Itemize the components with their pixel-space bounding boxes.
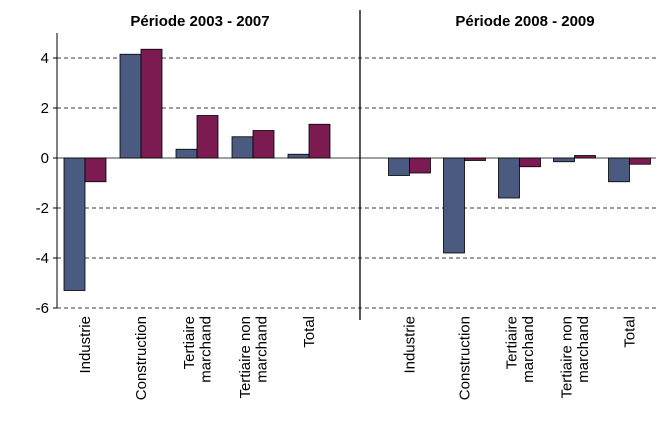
x-tick-label: Total [622, 316, 639, 348]
bar [443, 157, 465, 254]
y-tick-label: -6 [36, 300, 49, 317]
bar [252, 130, 275, 159]
x-tick-label: Construction [457, 316, 474, 400]
x-tick-label: Construction [133, 316, 150, 400]
y-tick-label: -4 [36, 250, 49, 267]
x-tick-label: Tertiaire nonmarchand [237, 316, 271, 399]
bar [629, 157, 651, 165]
bar [119, 53, 142, 159]
bar [287, 153, 310, 159]
bar [308, 123, 331, 159]
bar [409, 157, 431, 174]
y-tick-label: 2 [41, 100, 49, 117]
x-tick-label: Industrie [77, 316, 94, 374]
y-tick-label: 4 [41, 50, 49, 67]
x-tick-label: Tertiaire nonmarchand [558, 316, 592, 399]
y-tick-label: -2 [36, 200, 49, 217]
bar [63, 157, 86, 291]
bar [608, 157, 630, 183]
bar [553, 157, 575, 163]
panel-title: Période 2003 - 2007 [130, 13, 269, 30]
x-tick-label: Tertiairemarchand [181, 316, 215, 383]
x-tick-label: Industrie [402, 316, 419, 374]
bar [84, 157, 107, 183]
bar [519, 157, 541, 168]
bar [196, 115, 219, 159]
bar [140, 48, 163, 159]
bar [498, 157, 520, 199]
bar [175, 148, 198, 159]
bar [574, 155, 596, 159]
bar [231, 136, 254, 159]
bar [464, 157, 486, 161]
bar [388, 157, 410, 176]
x-tick-label: Tertiairemarchand [503, 316, 537, 383]
panel-title: Période 2008 - 2009 [455, 13, 594, 30]
y-tick-label: 0 [41, 150, 49, 167]
x-tick-label: Total [301, 316, 318, 348]
